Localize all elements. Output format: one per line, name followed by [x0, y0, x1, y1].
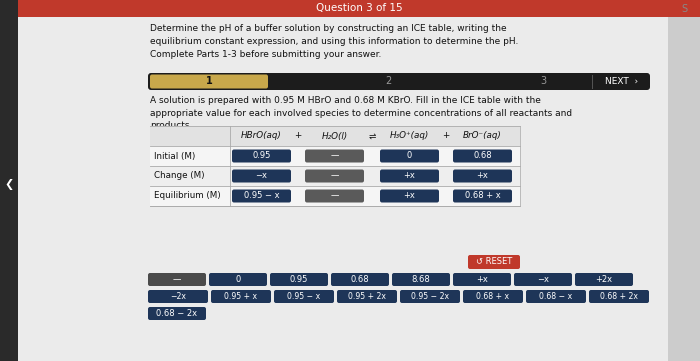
Text: +: + [442, 131, 449, 140]
Text: Change (M): Change (M) [154, 171, 204, 180]
Text: +x: +x [476, 275, 488, 284]
Text: 0.95 + x: 0.95 + x [225, 292, 258, 301]
Text: +x: +x [404, 171, 415, 180]
Text: 0: 0 [235, 275, 241, 284]
Text: +2x: +2x [596, 275, 612, 284]
Text: 0.68 + 2x: 0.68 + 2x [600, 292, 638, 301]
Text: −x: −x [256, 171, 267, 180]
Text: 0.68 + x: 0.68 + x [477, 292, 510, 301]
FancyBboxPatch shape [453, 273, 511, 286]
Text: —: — [330, 171, 339, 180]
Text: 3: 3 [540, 77, 546, 87]
Text: −x: −x [537, 275, 549, 284]
FancyBboxPatch shape [400, 290, 460, 303]
Text: —: — [330, 191, 339, 200]
Text: 0.95 − x: 0.95 − x [288, 292, 321, 301]
Bar [150, 146, 520, 166]
FancyBboxPatch shape [380, 149, 439, 162]
Text: Initial (M): Initial (M) [154, 152, 195, 161]
FancyBboxPatch shape [150, 74, 268, 88]
FancyBboxPatch shape [453, 149, 512, 162]
Text: 0.95: 0.95 [290, 275, 308, 284]
FancyBboxPatch shape [514, 273, 572, 286]
FancyBboxPatch shape [526, 290, 586, 303]
Text: ⇌: ⇌ [368, 131, 376, 140]
Text: 0.68: 0.68 [473, 152, 492, 161]
Bar [150, 126, 520, 146]
Text: 2: 2 [385, 77, 391, 87]
Text: Question 3 of 15: Question 3 of 15 [316, 4, 402, 13]
Text: ❮: ❮ [4, 179, 14, 191]
Text: BrO⁻(aq): BrO⁻(aq) [463, 131, 502, 140]
Text: Determine the pH of a buffer solution by constructing an ICE table, writing the
: Determine the pH of a buffer solution by… [150, 24, 519, 59]
Text: 0.68 − x: 0.68 − x [540, 292, 573, 301]
FancyBboxPatch shape [305, 170, 364, 183]
Text: A solution is prepared with 0.95 M HBrO and 0.68 M KBrO. Fill in the ICE table w: A solution is prepared with 0.95 M HBrO … [150, 96, 572, 130]
Text: 8.68: 8.68 [412, 275, 430, 284]
Text: H₃O⁺(aq): H₃O⁺(aq) [390, 131, 429, 140]
Text: Equilibrium (M): Equilibrium (M) [154, 191, 220, 200]
FancyBboxPatch shape [463, 290, 523, 303]
Text: −2x: −2x [170, 292, 186, 301]
FancyBboxPatch shape [211, 290, 271, 303]
Text: 0.95 − x: 0.95 − x [244, 191, 279, 200]
FancyBboxPatch shape [270, 273, 328, 286]
Text: +x: +x [477, 171, 489, 180]
FancyBboxPatch shape [148, 307, 206, 320]
FancyBboxPatch shape [468, 255, 520, 269]
Text: ↺ RESET: ↺ RESET [476, 257, 512, 266]
Text: +: + [295, 131, 302, 140]
Bar [150, 166, 520, 186]
FancyBboxPatch shape [148, 73, 650, 90]
Text: 0.68 + x: 0.68 + x [465, 191, 500, 200]
FancyBboxPatch shape [453, 190, 512, 203]
Text: H₂O(l): H₂O(l) [321, 131, 348, 140]
FancyBboxPatch shape [148, 273, 206, 286]
Text: 0.95: 0.95 [252, 152, 271, 161]
FancyBboxPatch shape [331, 273, 389, 286]
FancyBboxPatch shape [274, 290, 334, 303]
FancyBboxPatch shape [337, 290, 397, 303]
FancyBboxPatch shape [232, 149, 291, 162]
Text: +x: +x [404, 191, 415, 200]
FancyBboxPatch shape [232, 170, 291, 183]
FancyBboxPatch shape [453, 170, 512, 183]
FancyBboxPatch shape [575, 273, 633, 286]
Bar [150, 126, 520, 206]
Text: NEXT  ›: NEXT › [606, 77, 638, 86]
Text: HBrO(aq): HBrO(aq) [241, 131, 282, 140]
Bar [668, 0, 700, 361]
FancyBboxPatch shape [380, 190, 439, 203]
Text: —: — [330, 152, 339, 161]
Text: S: S [681, 4, 687, 13]
Bar [18, 0, 700, 17]
Text: 0.68 − 2x: 0.68 − 2x [156, 309, 197, 318]
Text: 0.68: 0.68 [351, 275, 370, 284]
FancyBboxPatch shape [232, 190, 291, 203]
Bar [0, 0, 18, 361]
Text: 0.95 + 2x: 0.95 + 2x [348, 292, 386, 301]
FancyBboxPatch shape [305, 149, 364, 162]
Text: 1: 1 [206, 77, 212, 87]
FancyBboxPatch shape [209, 273, 267, 286]
FancyBboxPatch shape [148, 290, 208, 303]
Bar [150, 186, 520, 206]
Text: 0.95 − 2x: 0.95 − 2x [411, 292, 449, 301]
Text: —: — [173, 275, 181, 284]
Text: 0: 0 [407, 152, 412, 161]
FancyBboxPatch shape [589, 290, 649, 303]
FancyBboxPatch shape [392, 273, 450, 286]
FancyBboxPatch shape [305, 190, 364, 203]
FancyBboxPatch shape [380, 170, 439, 183]
